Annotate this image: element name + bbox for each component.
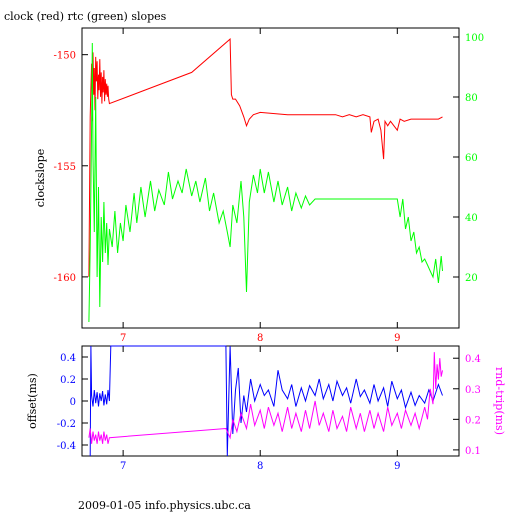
x-tick-label: 9 xyxy=(394,461,400,472)
series-line-0 xyxy=(88,38,443,277)
x-tick-label: 8 xyxy=(257,461,263,472)
y-right-tick-label: 80 xyxy=(465,93,478,104)
x-tick-label: 7 xyxy=(120,333,126,344)
plot-frame xyxy=(81,345,460,457)
y-tick-label: -0.4 xyxy=(57,441,76,452)
y-right-tick-label: 0.1 xyxy=(465,446,481,457)
y-tick-label: -155 xyxy=(54,162,76,173)
y-right-tick-label: 0.2 xyxy=(465,415,481,426)
y-right-tick-label: 40 xyxy=(465,213,478,224)
y-axis-label: clockslope xyxy=(34,149,47,207)
top-panel: 7 8 9 -150 -155 -160 20 40 60 80 100 clockslope xyxy=(34,27,484,344)
y-right-tick-label: 100 xyxy=(465,33,484,44)
y-tick-label: 0.2 xyxy=(60,375,76,386)
y-right-tick-label: 20 xyxy=(465,273,478,284)
series-line-1 xyxy=(88,352,443,444)
x-tick-label: 9 xyxy=(394,333,400,344)
y-tick-label: 0.4 xyxy=(60,353,76,364)
x-tick-label: 8 xyxy=(257,333,263,344)
plot-frame xyxy=(81,27,460,329)
series-line-0 xyxy=(89,345,443,457)
y-tick-label: -150 xyxy=(54,51,76,62)
y-right-tick-label: 0.3 xyxy=(465,385,481,396)
chart-title: clock (red) rtc (green) slopes xyxy=(4,10,167,23)
y-tick-label: -160 xyxy=(54,273,76,284)
x-tick-label: 7 xyxy=(120,461,126,472)
y-axis-label: offset(ms) xyxy=(26,373,39,429)
y-tick-label: -0.2 xyxy=(57,419,76,430)
footer-text: 2009-01-05 info.physics.ubc.ca xyxy=(78,499,251,512)
series-line-1 xyxy=(88,42,443,323)
y-right-tick-label: 0.4 xyxy=(465,354,481,365)
y-right-tick-label: 60 xyxy=(465,153,478,164)
y-right-axis-label: rnd-trip(ms) xyxy=(493,367,506,435)
y-tick-label: 0 xyxy=(70,397,76,408)
bottom-panel: 7 8 9 0.4 0.2 0 -0.2 -0.4 0.1 0.2 0.3 0.4 offset(ms)… xyxy=(26,345,506,472)
